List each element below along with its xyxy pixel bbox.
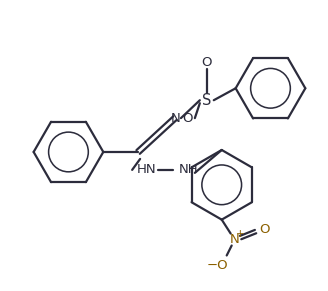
Text: +: +	[236, 228, 245, 239]
Text: NH: NH	[179, 163, 199, 176]
Text: HN: HN	[136, 163, 156, 176]
Text: −O: −O	[207, 259, 229, 272]
Text: N: N	[230, 233, 239, 246]
Text: O: O	[183, 112, 193, 125]
Text: S: S	[202, 93, 212, 108]
Text: N: N	[171, 112, 181, 125]
Text: O: O	[201, 56, 212, 69]
Text: O: O	[259, 223, 270, 236]
